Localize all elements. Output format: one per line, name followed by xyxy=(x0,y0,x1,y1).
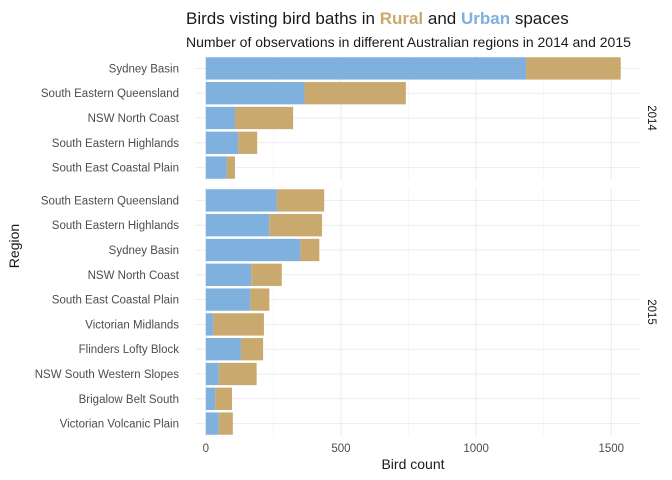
panel-2014: Sydney Basin South Eastern Queensland NSW … xyxy=(41,56,657,180)
bar-urban xyxy=(205,338,241,361)
bar-urban xyxy=(205,82,305,105)
y-tick-label: South East Coastal Plain xyxy=(52,295,179,307)
bar-rural xyxy=(269,214,323,237)
y-tick-label: Brigalow Belt South xyxy=(79,394,179,406)
x-tick-label: 1000 xyxy=(463,443,489,455)
bar-urban xyxy=(205,57,527,80)
x-tick-label: 0 xyxy=(203,443,209,455)
y-tick-label: South Eastern Queensland xyxy=(41,88,179,100)
bar-urban xyxy=(205,238,301,262)
bar-urban xyxy=(205,288,251,311)
y-tick-label: Sydney Basin xyxy=(109,245,179,257)
x-tick-label: 1500 xyxy=(598,443,624,455)
bar-rural xyxy=(218,362,257,386)
facet-strip-label: 2015 xyxy=(645,299,657,325)
y-tick-label: Sydney Basin xyxy=(109,63,179,75)
bar-urban xyxy=(205,313,214,336)
bar-urban xyxy=(205,263,252,286)
facet-strip-label: 2014 xyxy=(645,105,657,131)
y-tick-label: NSW North Coast xyxy=(88,113,180,125)
x-axis-title: Bird count xyxy=(381,456,444,472)
bar-rural xyxy=(240,338,264,361)
chart-title: Birds visting bird baths in Rural and Ur… xyxy=(186,9,569,28)
bar-urban xyxy=(205,156,227,179)
bar-urban xyxy=(205,214,270,237)
y-tick-label: South Eastern Highlands xyxy=(52,220,179,232)
y-tick-label: Flinders Lofty Block xyxy=(79,344,180,356)
bar-urban xyxy=(205,189,277,212)
y-tick-label: Victorian Midlands xyxy=(85,319,179,331)
bar-rural xyxy=(250,288,270,311)
panel-2015: South Eastern Queensland South Eastern Hi… xyxy=(35,188,657,436)
bar-rural xyxy=(235,106,294,130)
y-tick-label: NSW South Western Slopes xyxy=(35,369,179,381)
y-tick-label: Victorian Volcanic Plain xyxy=(60,419,179,431)
y-tick-label: South Eastern Highlands xyxy=(52,138,179,150)
bar-urban xyxy=(205,131,239,154)
x-tick-label: 500 xyxy=(331,443,350,455)
title-part-2: and xyxy=(423,9,461,28)
bar-rural xyxy=(226,156,236,179)
chart-panels: Sydney Basin South Eastern Queensland NSW … xyxy=(35,56,657,436)
bar-urban xyxy=(205,106,236,130)
x-axis: 0 500 1000 1500 xyxy=(203,443,624,455)
chart-subtitle: Number of observations in different Aust… xyxy=(186,34,631,50)
title-part-1: Rural xyxy=(380,9,423,28)
y-tick-label: South East Coastal Plain xyxy=(52,163,179,175)
y-axis-title: Region xyxy=(6,224,22,268)
title-part-3: Urban xyxy=(461,9,510,28)
bar-urban xyxy=(205,387,216,410)
bar-rural xyxy=(215,387,233,410)
bar-urban xyxy=(205,362,219,386)
bar-rural xyxy=(304,82,406,105)
bar-rural xyxy=(300,238,320,262)
bar-rural xyxy=(218,412,233,435)
bar-urban xyxy=(205,412,219,435)
bar-rural xyxy=(526,57,621,80)
y-tick-label: NSW North Coast xyxy=(88,270,180,282)
bar-rural xyxy=(276,189,325,212)
bar-rural xyxy=(251,263,282,286)
y-tick-label: South Eastern Queensland xyxy=(41,195,179,207)
bar-rural xyxy=(213,313,264,336)
bar-rural xyxy=(238,131,258,154)
title-part-4: spaces xyxy=(510,9,569,28)
title-part-0: Birds visting bird baths in xyxy=(186,9,380,28)
